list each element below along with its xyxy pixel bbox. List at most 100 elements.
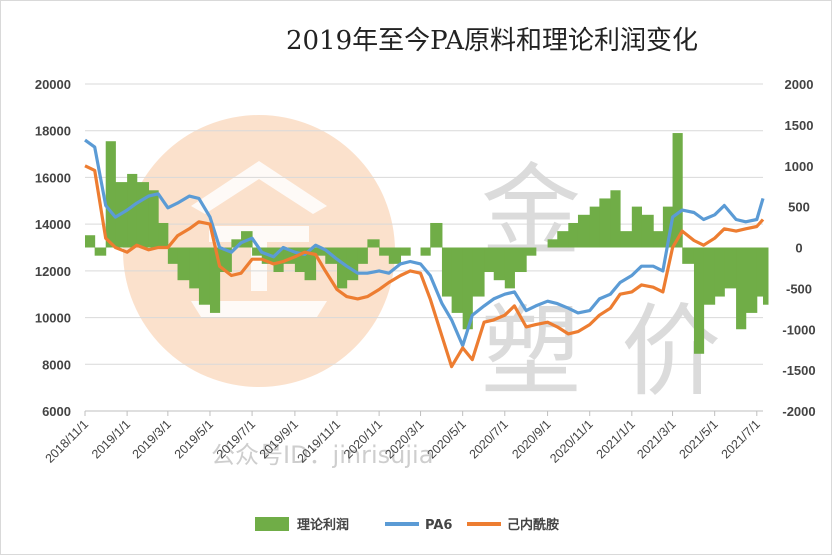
y-axis-left: 20000 18000 16000 14000 12000 10000 8000 6000 <box>35 77 71 419</box>
y-right-tick-6: -1000 <box>782 322 815 337</box>
profit-bar <box>148 190 159 248</box>
profit-bar <box>620 231 633 248</box>
x-tick-label-3: 2019/5/1 <box>172 417 216 461</box>
profit-bar <box>94 247 107 256</box>
watermark: 金 塑 价 公众号ID：jinrisujia <box>123 115 721 469</box>
profit-bar <box>462 247 473 330</box>
x-tick-label-2: 2019/3/1 <box>130 417 174 461</box>
profit-bar <box>577 214 591 248</box>
profit-bar <box>745 247 758 313</box>
profit-bar <box>472 247 485 297</box>
profit-bar <box>631 206 642 248</box>
profit-bar <box>756 247 764 297</box>
profit-bar <box>451 247 464 313</box>
y-right-tick-7: -1500 <box>782 363 815 378</box>
profit-bar <box>177 247 190 281</box>
caprolactam-line <box>84 164 765 369</box>
profit-bar <box>610 190 621 248</box>
profit-bar <box>557 231 569 248</box>
x-tick-label-16: 2021/7/1 <box>719 417 763 461</box>
watermark-id: 公众号ID：jinrisujia <box>211 441 433 469</box>
profit-bar <box>400 247 411 256</box>
profit-bar <box>231 239 242 248</box>
profit-bar <box>273 247 284 273</box>
legend: 理论利润 PA6 己内酰胺 <box>255 517 559 533</box>
profit-bar <box>641 214 654 248</box>
y-right-tick-2: 1000 <box>785 159 814 174</box>
profit-bar <box>599 198 611 248</box>
profit-bar <box>304 247 317 281</box>
profit-bar <box>653 231 664 248</box>
legend-label-profit: 理论利润 <box>297 517 349 533</box>
watermark-brand-right: 价 <box>621 293 721 410</box>
y-left-tick-0: 20000 <box>35 77 71 92</box>
x-tick-label-10: 2020/7/1 <box>467 417 511 461</box>
y-left-tick-1: 18000 <box>35 124 71 139</box>
line-series <box>84 138 765 369</box>
legend-swatch-profit <box>255 517 289 531</box>
profit-bar <box>662 206 674 248</box>
profit-bar <box>763 247 769 305</box>
legend-label-cpl: 己内酰胺 <box>507 517 559 533</box>
profit-bar <box>703 247 716 305</box>
profit-bar <box>219 247 232 273</box>
profit-bar <box>127 173 138 248</box>
profit-bar <box>357 247 368 264</box>
y-right-tick-5: -500 <box>786 281 812 296</box>
profit-bar <box>430 222 443 248</box>
profit-bar <box>547 239 558 248</box>
profit-bar <box>158 222 169 248</box>
x-tick-label-0: 2018/11/1 <box>43 417 92 466</box>
profit-bar <box>346 247 359 281</box>
x-tick-label-13: 2021/1/1 <box>594 417 638 461</box>
profit-bar <box>736 247 747 330</box>
profit-bar <box>379 247 390 256</box>
profit-bar <box>504 247 515 289</box>
y-right-tick-4: 0 <box>795 241 802 256</box>
profit-bar <box>441 247 453 297</box>
profit-bar <box>724 247 737 289</box>
y-right-tick-1: 1500 <box>785 118 814 133</box>
profit-bar <box>568 222 579 248</box>
profit-bar <box>420 247 431 256</box>
profit-bar <box>589 206 600 248</box>
y-left-tick-6: 8000 <box>42 357 71 372</box>
profit-bar <box>189 247 200 289</box>
profit-bar <box>315 247 326 256</box>
x-tick-label-14: 2021/3/1 <box>634 417 678 461</box>
y-left-tick-4: 12000 <box>35 264 71 279</box>
watermark-brand-left: 塑 <box>481 293 581 410</box>
y-right-tick-3: 500 <box>788 200 810 215</box>
y-right-tick-0: 2000 <box>785 77 814 92</box>
profit-bar <box>672 133 683 248</box>
profit-bar <box>682 247 695 264</box>
y-left-tick-7: 6000 <box>42 404 71 419</box>
profit-bar <box>209 247 221 313</box>
y-left-tick-5: 10000 <box>35 311 71 326</box>
profit-bar <box>167 247 179 264</box>
y-left-tick-2: 16000 <box>35 170 71 185</box>
profit-bar <box>105 141 116 248</box>
profit-bar <box>484 247 495 273</box>
legend-label-pa6: PA6 <box>425 518 452 533</box>
profit-bar <box>294 247 306 273</box>
x-tick-label-1: 2019/1/1 <box>89 417 133 461</box>
profit-bar <box>136 182 150 248</box>
profit-bar <box>693 247 705 354</box>
y-right-tick-8: -2000 <box>782 404 815 419</box>
profit-bar <box>514 247 527 273</box>
profit-bar <box>85 235 96 248</box>
profit-bar <box>252 247 263 256</box>
profit-bar <box>493 247 506 281</box>
pa6-line <box>84 138 765 348</box>
x-tick-label-12: 2020/11/1 <box>547 417 596 466</box>
profit-bar <box>337 247 348 289</box>
y-left-tick-3: 14000 <box>35 217 71 232</box>
profit-bar <box>526 247 537 256</box>
y-axis-right: 2000 1500 1000 500 0 -500 -1000 -1500 -2000 <box>782 77 815 419</box>
profit-bar <box>388 247 402 264</box>
profit-bar <box>714 247 725 297</box>
x-tick-label-15: 2021/5/1 <box>676 417 720 461</box>
